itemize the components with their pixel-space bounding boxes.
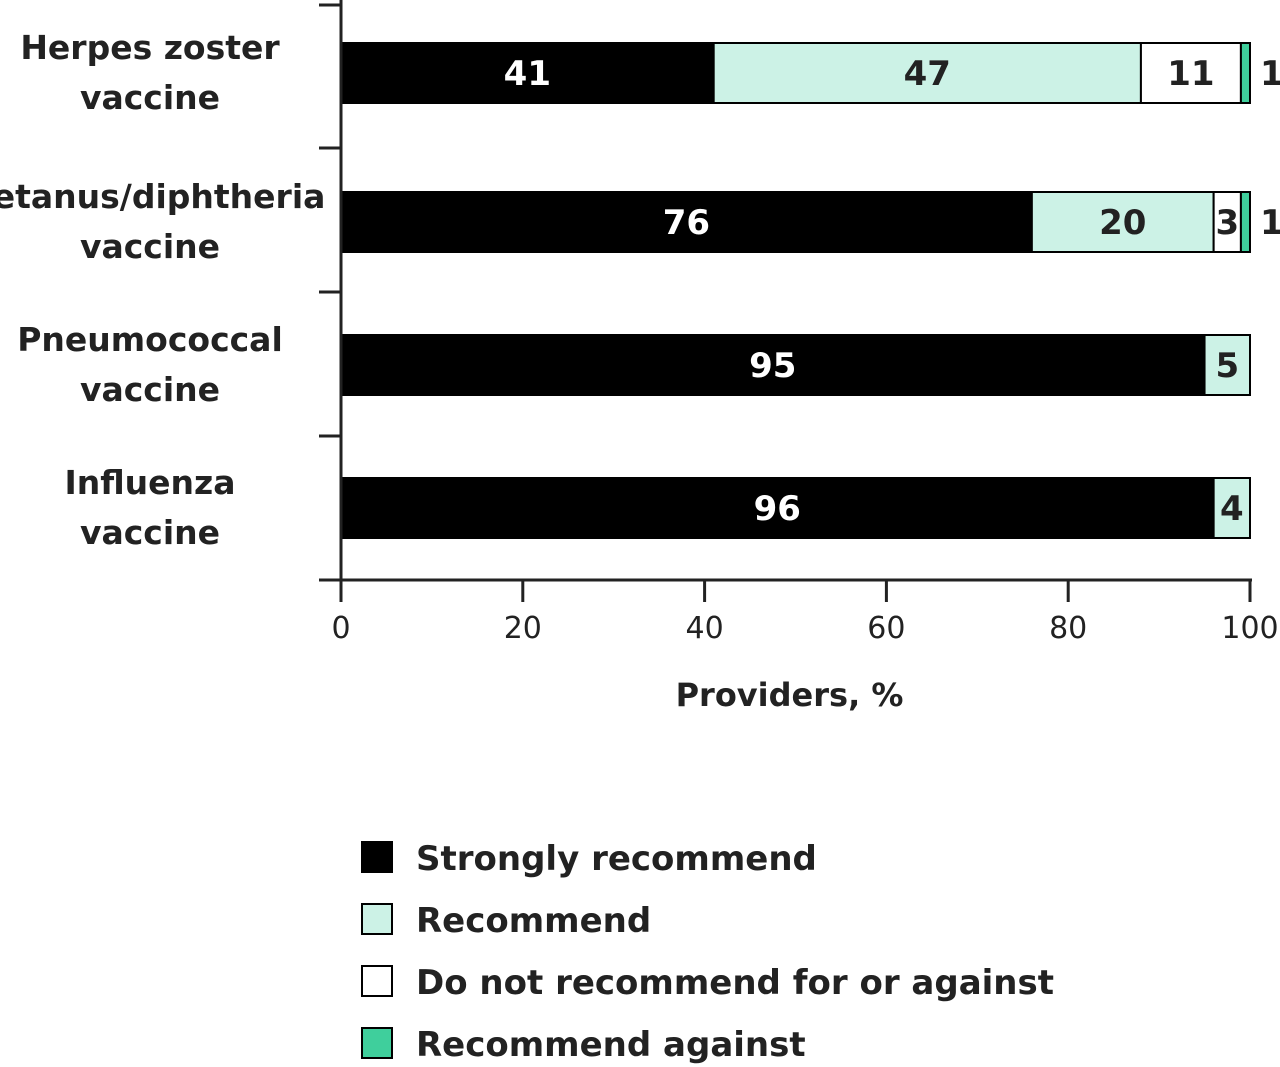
data-label: 3 [1215,203,1239,243]
bar-segment [1239,42,1252,104]
category-label: Herpes zoster [20,28,280,67]
data-label: 96 [754,489,801,529]
data-label: 5 [1215,346,1239,386]
legend-swatch [361,965,393,997]
bar-segment [340,42,715,104]
data-label: 76 [663,203,710,243]
data-label: 95 [749,346,796,386]
x-tick-label: 60 [867,611,905,646]
bar-segment [1239,191,1252,253]
category-label: vaccine [80,370,220,409]
bar-segment [1030,191,1215,253]
data-label: 4 [1220,489,1244,529]
category-label: Pneumococcal [17,320,283,359]
legend-label: Strongly recommend [416,839,817,879]
data-label: 1 [1260,203,1280,243]
category-label: vaccine [80,78,220,117]
category-label: vaccine [80,513,220,552]
x-tick-label: 20 [504,611,542,646]
bar-segment [340,334,1206,396]
bar-segment [1203,334,1252,396]
x-tick-label: 80 [1049,611,1087,646]
x-tick-label: 100 [1221,611,1278,646]
x-tick-label: 0 [331,611,350,646]
legend-label: Recommend against [416,1025,806,1065]
category-label: vaccine [80,227,220,266]
legend-swatch [361,841,393,873]
legend-label: Do not recommend for or against [416,963,1054,1003]
category-label: Tetanus/diphtheria [0,177,325,216]
data-label: 1 [1260,54,1280,94]
bar-segment [712,42,1142,104]
data-label: 20 [1099,203,1146,243]
category-label: Influenza [64,463,235,502]
x-axis-title: Providers, % [676,676,904,714]
data-label: 47 [904,54,951,94]
x-tick-label: 40 [686,611,724,646]
data-label: 41 [504,54,551,94]
bar-segment [1212,477,1252,539]
bar-segment [1139,42,1242,104]
legend-swatch [361,903,393,935]
data-label: 11 [1167,54,1214,94]
legend-label: Recommend [416,901,651,941]
legend-swatch [361,1027,393,1059]
